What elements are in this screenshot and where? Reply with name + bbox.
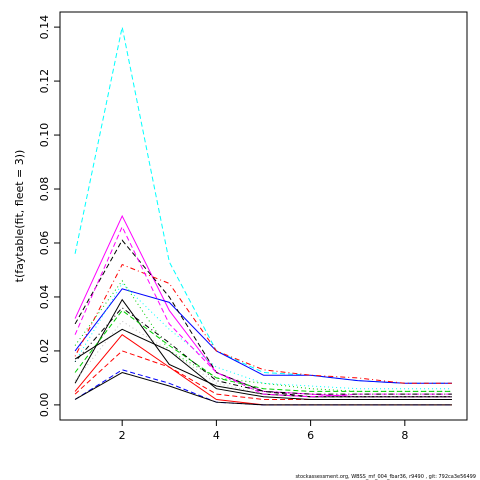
series-line (74, 225, 452, 398)
x-tick-label: 2 (119, 429, 126, 442)
x-tick-label: 6 (307, 429, 314, 442)
x-tick-label: 8 (401, 429, 408, 442)
y-tick-label: 0.02 (38, 339, 51, 364)
y-tick-label: 0.10 (38, 123, 51, 148)
series-line (74, 239, 452, 398)
series-line (74, 320, 452, 398)
x-tick-label: 4 (213, 429, 220, 442)
series-line (74, 27, 452, 384)
plot-frame (59, 11, 468, 421)
footer: stockassessment.org, WBSS_mf_004_fbar36,… (295, 474, 476, 480)
series-line (74, 371, 452, 406)
series-line (74, 263, 452, 384)
series-line (74, 307, 452, 395)
y-tick-label: 0.08 (38, 177, 51, 202)
series-line (74, 350, 452, 400)
series-line (74, 328, 452, 400)
y-tick-label: 0.14 (38, 15, 51, 40)
series-line (74, 309, 452, 392)
series-line (74, 298, 452, 398)
series-line (74, 214, 452, 398)
y-tick-label: 0.00 (38, 393, 51, 418)
y-axis-label: t(faytable(fit, fleet = 3)) (13, 150, 26, 283)
series-line (74, 288, 452, 384)
y-tick-label: 0.06 (38, 231, 51, 256)
y-tick-label: 0.04 (38, 285, 51, 310)
series-line (74, 279, 452, 392)
y-tick-label: 0.12 (38, 69, 51, 94)
